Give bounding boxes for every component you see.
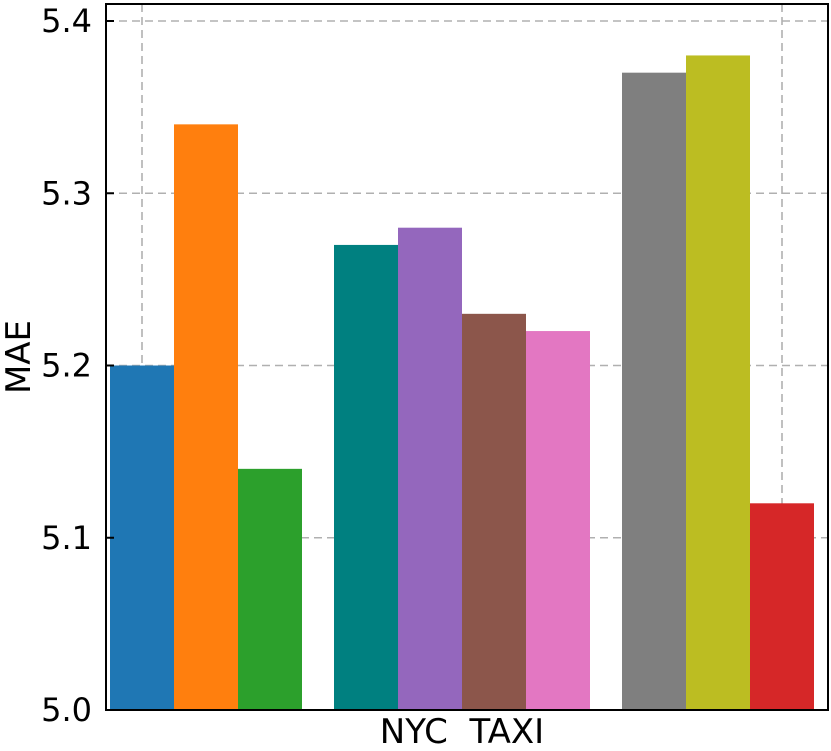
y-tick-label: 5.3 <box>41 174 92 212</box>
bar <box>750 503 814 710</box>
bar <box>174 124 238 711</box>
bar <box>462 313 526 710</box>
bar <box>526 331 590 710</box>
y-axis-ticks: 5.0 5.1 5.2 5.3 5.4 <box>41 2 114 729</box>
y-tick-label: 5.0 <box>41 691 92 729</box>
bar <box>622 72 686 711</box>
bars <box>110 55 814 711</box>
plot-frame <box>105 3 829 711</box>
bar <box>334 244 398 711</box>
y-tick-label: 5.1 <box>41 519 92 557</box>
bar <box>238 468 302 710</box>
bar <box>398 227 462 710</box>
bar <box>110 365 174 710</box>
x-axis-label: NYC TAXI <box>380 712 544 751</box>
y-axis-label: MAE <box>0 320 39 394</box>
y-tick-label: 5.4 <box>41 2 92 40</box>
bar <box>686 55 750 710</box>
y-tick-label: 5.2 <box>41 347 92 385</box>
